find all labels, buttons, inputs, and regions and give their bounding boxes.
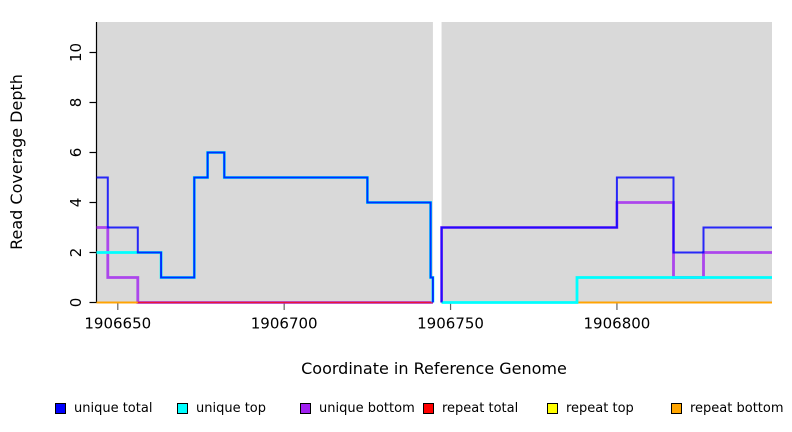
legend-item-repeat-total: repeat total bbox=[423, 398, 518, 418]
x-tick-label: 1906650 bbox=[84, 315, 151, 333]
legend-swatch bbox=[300, 402, 311, 414]
y-tick-label: 4 bbox=[67, 198, 85, 208]
x-tick-label: 1906750 bbox=[417, 315, 484, 333]
x-axis-title: Coordinate in Reference Genome bbox=[301, 359, 567, 378]
y-tick-label: 0 bbox=[67, 298, 85, 308]
series-unique-top bbox=[441, 276, 772, 304]
legend-label: repeat total bbox=[442, 400, 519, 416]
legend-swatch bbox=[55, 402, 66, 414]
axes: 0 2 4 6 8 10 1906650 1906700 1906750 1906800 bbox=[67, 22, 650, 333]
x-tick-label: 1906700 bbox=[251, 315, 318, 333]
legend-swatch bbox=[547, 402, 558, 414]
y-tick-label: 6 bbox=[67, 148, 85, 158]
legend: unique total unique top unique bottom repea… bbox=[0, 398, 792, 420]
legend-swatch bbox=[671, 402, 682, 414]
legend-item-repeat-bottom: repeat bottom bbox=[671, 398, 784, 418]
legend-item-unique-top: unique top bbox=[177, 398, 266, 418]
legend-label: unique top bbox=[196, 400, 267, 416]
series-unique-total bbox=[440, 176, 772, 303]
series-lines bbox=[96, 151, 772, 304]
legend-label: repeat bottom bbox=[690, 400, 784, 416]
coverage-plot: 0 2 4 6 8 10 1906650 1906700 1906750 1906800 Coor… bbox=[7, 22, 772, 378]
legend-swatch bbox=[423, 402, 434, 414]
legend-item-unique-bottom: unique bottom bbox=[300, 398, 415, 418]
y-tick-label: 2 bbox=[67, 248, 85, 258]
y-tick-label: 8 bbox=[67, 98, 85, 108]
coverage-gap-band bbox=[432, 22, 442, 304]
y-tick-label: 10 bbox=[67, 43, 85, 62]
x-tick-label: 1906800 bbox=[584, 315, 651, 333]
legend-label: unique bottom bbox=[319, 400, 415, 416]
legend-label: repeat top bbox=[566, 400, 634, 416]
legend-item-repeat-top: repeat top bbox=[547, 398, 634, 418]
series-unique-total bbox=[96, 151, 434, 303]
legend-item-unique-total: unique total bbox=[55, 398, 152, 418]
legend-label: unique total bbox=[74, 400, 153, 416]
legend-swatch bbox=[177, 402, 188, 414]
y-axis-title: Read Coverage Depth bbox=[7, 74, 26, 250]
